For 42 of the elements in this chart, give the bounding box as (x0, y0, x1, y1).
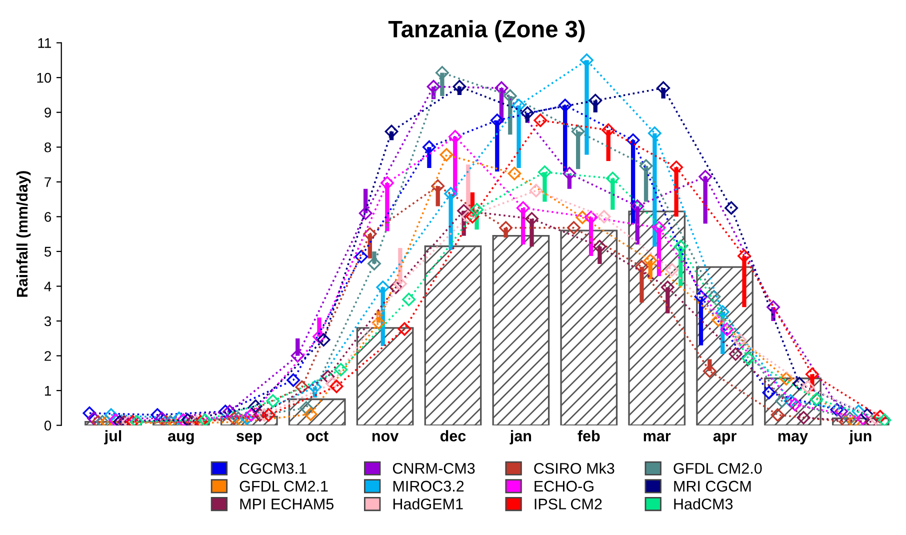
legend-label: CSIRO Mk3 (534, 462, 614, 474)
bar (560, 230, 618, 426)
y-tick-label: 6 (44, 212, 52, 222)
x-tick-label: feb (578, 430, 600, 442)
x-tick-label: jul (104, 430, 122, 444)
y-tick-label: 8 (44, 142, 52, 152)
x-tick-label: dec (440, 430, 466, 442)
y-tick-label: 11 (38, 38, 51, 48)
x-tick-label: sep (236, 433, 262, 444)
legend-label: HadGEM1 (393, 498, 463, 510)
x-tick-label: mar (644, 433, 671, 442)
y-tick-label: 0 (44, 420, 52, 430)
y-tick-label: 7 (44, 177, 51, 187)
x-tick-label: may (778, 433, 808, 444)
x-tick-label: aug (168, 432, 194, 444)
legend-label: CNRM-CM3 (392, 462, 475, 474)
y-axis-title: Rainfall (mm/day) (16, 171, 31, 297)
x-tick-label: nov (372, 433, 399, 442)
y-tick-label: 1 (44, 386, 51, 396)
y-tick-label: 9 (44, 108, 51, 118)
bar (356, 327, 414, 426)
x-tick-label: jun (849, 430, 872, 444)
legend-label: ECHO-G (534, 480, 594, 492)
y-tick-label: 5 (44, 246, 52, 257)
y-tick-label: 2 (44, 351, 51, 361)
legend-label: GFDL CM2.0 (674, 462, 762, 474)
x-tick-label: oct (306, 431, 328, 442)
x-tick-label: apr (713, 433, 736, 444)
legend-label: GFDL CM2.1 (240, 480, 328, 492)
legend-label: MRI CGCM (674, 480, 751, 492)
bar (424, 245, 482, 426)
chart-title: Tanzania (Zone 3) (388, 20, 585, 42)
legend-label: MIROC3.2 (393, 480, 464, 492)
y-tick-label: 10 (37, 72, 52, 83)
legend-label: IPSL CM2 (534, 498, 602, 510)
y-tick-label: 3 (44, 316, 52, 326)
legend-label: MPI ECHAM5 (240, 498, 334, 510)
y-tick-label: 4 (44, 282, 52, 292)
legend-label: HadCM3 (674, 498, 733, 510)
bar (492, 234, 550, 426)
legend-label: CGCM3.1 (240, 462, 306, 474)
x-tick-label: jan (510, 430, 532, 444)
